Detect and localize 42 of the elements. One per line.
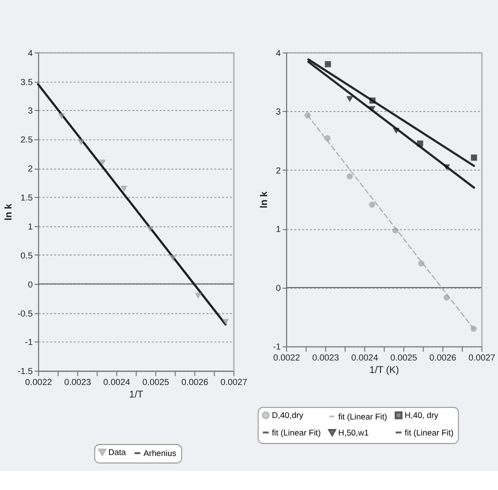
x-tick-label: 0.0022 — [273, 352, 300, 362]
x-tick-label: 0.0026 — [429, 352, 456, 362]
y-axis-title: ln k — [4, 203, 15, 220]
x-axis-title: 1/T (K) — [369, 365, 400, 376]
y-tick-label: 1 — [276, 224, 281, 234]
x-tick-label: 0.0025 — [142, 376, 170, 387]
x-tick-label: 0.0025 — [390, 352, 418, 362]
legend-label: fit (Linear Fit) — [272, 427, 321, 438]
y-tick-label: -1 — [24, 337, 33, 348]
y-tick-label: -1 — [272, 342, 281, 352]
y-axis-title: ln k — [259, 190, 270, 208]
y-tick-label: 2 — [276, 165, 281, 176]
y-tick-label: 0.5 — [20, 250, 33, 260]
y-tick-label: 1 — [28, 221, 33, 232]
y-tick-label: 1.5 — [20, 192, 33, 203]
x-tick-label: 0.0027 — [468, 352, 496, 362]
x-tick-label: 0.0024 — [351, 352, 378, 362]
x-tick-label: 0.0024 — [103, 376, 130, 387]
x-tick-label: 0.0026 — [181, 376, 208, 387]
y-tick-label: -0.5 — [18, 308, 33, 318]
y-tick-label: 0 — [276, 282, 281, 293]
y-tick-label: 3 — [28, 106, 33, 116]
y-tick-label: 2.5 — [20, 134, 33, 145]
y-tick-label: 3 — [276, 106, 281, 117]
y-tick-label: 0 — [28, 279, 33, 290]
legend-label: D,40,dry — [272, 410, 304, 420]
y-tick-label: 2 — [28, 164, 33, 174]
x-tick-label: 0.0023 — [312, 352, 340, 362]
x-tick-label: 0.0027 — [220, 376, 248, 387]
x-tick-label: 0.0022 — [25, 376, 52, 387]
legend-label: Arhenius — [144, 448, 176, 458]
x-axis-title: 1/T — [129, 390, 144, 401]
y-tick-label: -1.5 — [18, 366, 33, 376]
y-tick-label: 4 — [276, 48, 281, 58]
legend-label: H,50,w1 — [338, 427, 370, 438]
legend-label: fit (Linear Fit) — [404, 427, 454, 438]
legend-label: H,40, dry — [404, 410, 440, 420]
y-tick-label: 3.5 — [20, 76, 33, 87]
x-tick-label: 0.0023 — [64, 376, 92, 387]
legend-label: fit (Linear Fit) — [338, 411, 388, 422]
y-tick-label: 4 — [28, 48, 33, 58]
legend-label: Data — [108, 447, 126, 458]
